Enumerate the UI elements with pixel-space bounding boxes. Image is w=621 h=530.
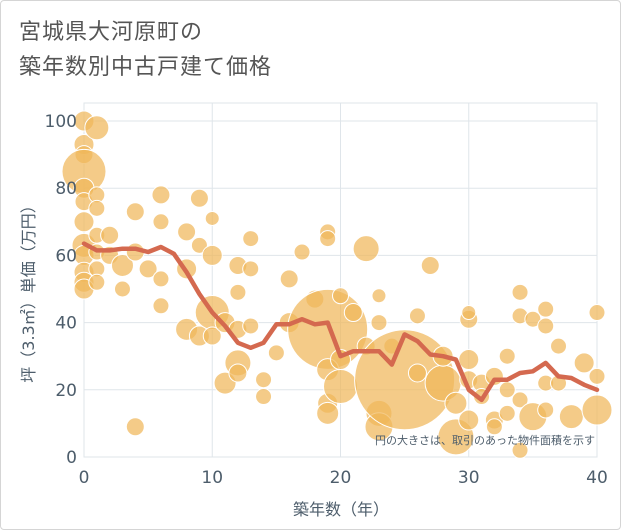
bubble-point bbox=[573, 352, 595, 374]
bubble-point bbox=[558, 404, 584, 430]
bubble-point bbox=[73, 211, 95, 233]
bubble-point bbox=[498, 381, 516, 399]
x-tick-label: 20 bbox=[330, 468, 352, 488]
bubble-point bbox=[511, 283, 529, 301]
bubble-point bbox=[125, 417, 145, 437]
y-tick-label: 100 bbox=[45, 112, 77, 132]
bubble-point bbox=[125, 202, 145, 222]
bubble-point bbox=[581, 394, 613, 426]
bubble-point bbox=[152, 270, 170, 288]
bubble-point bbox=[152, 213, 170, 231]
bubble-point bbox=[588, 304, 606, 322]
bubble-point bbox=[84, 115, 110, 141]
bubble-point bbox=[370, 314, 388, 332]
bubble-point bbox=[190, 236, 208, 254]
bubble-point bbox=[110, 253, 134, 277]
bubble-point bbox=[255, 371, 273, 389]
chart-title: 宮城県大河原町の 築年数別中古戸建て価格 bbox=[19, 15, 272, 85]
y-tick-label: 20 bbox=[55, 381, 77, 401]
bubble-point bbox=[332, 287, 349, 305]
bubble-point bbox=[485, 418, 503, 436]
bubble-point bbox=[293, 243, 311, 261]
bubble-layer bbox=[61, 110, 613, 459]
bubble-point bbox=[242, 230, 260, 248]
bubble-point bbox=[371, 288, 387, 304]
title-line-1: 宮城県大河原町の bbox=[19, 20, 204, 45]
bubble-point bbox=[88, 199, 106, 217]
bubble-point bbox=[588, 367, 606, 385]
x-tick-label: 40 bbox=[586, 468, 608, 488]
x-tick-label: 10 bbox=[201, 468, 223, 488]
bubble-point bbox=[113, 280, 131, 298]
bubble-point bbox=[461, 305, 477, 321]
bubble-size-note: 円の大きさは、取引のあった物件面積を示す bbox=[375, 433, 595, 447]
y-tick-label: 80 bbox=[55, 179, 77, 199]
bubble-point bbox=[407, 363, 427, 383]
bubble-point bbox=[242, 317, 260, 335]
bubble-point bbox=[88, 273, 106, 291]
bubble-point bbox=[202, 326, 222, 346]
bubble-point bbox=[420, 255, 440, 275]
bubble-point bbox=[444, 391, 468, 415]
bubble-point bbox=[498, 347, 516, 365]
bubble-point bbox=[498, 404, 516, 422]
y-tick-label: 0 bbox=[66, 448, 77, 468]
axis-ticks: 0 10 20 30 40 0 20 40 60 80 100 bbox=[45, 112, 608, 488]
bubble-point bbox=[138, 259, 158, 279]
bubble-point bbox=[319, 230, 337, 248]
average-line-layer bbox=[81, 241, 600, 403]
bubble-point bbox=[323, 368, 358, 404]
bubble-point bbox=[204, 210, 220, 226]
bubble-point bbox=[242, 260, 260, 278]
bubble-point bbox=[152, 297, 170, 315]
bubble-point bbox=[537, 401, 555, 419]
y-axis-title: 坪（3.3㎡）単価（万円） bbox=[19, 197, 38, 382]
x-tick-label: 0 bbox=[79, 468, 90, 488]
bubble-point bbox=[189, 188, 209, 208]
y-tick-label: 40 bbox=[55, 314, 77, 334]
bubble-point bbox=[279, 269, 299, 289]
bubble-point bbox=[511, 441, 529, 459]
bubble-point bbox=[550, 337, 568, 355]
bubble-point bbox=[100, 225, 120, 245]
bubble-point bbox=[537, 300, 555, 318]
average-price-line bbox=[81, 241, 600, 403]
bubble-point bbox=[352, 235, 380, 263]
x-tick-label: 30 bbox=[458, 468, 480, 488]
bubble-point bbox=[201, 244, 223, 266]
y-tick-label: 60 bbox=[55, 246, 77, 266]
bubble-point bbox=[458, 409, 480, 431]
bubble-point bbox=[229, 283, 247, 301]
bubble-point bbox=[316, 401, 340, 425]
bubble-point bbox=[151, 185, 171, 205]
bubble-point bbox=[267, 344, 285, 362]
bubble-point bbox=[228, 363, 248, 383]
bubble-point bbox=[177, 222, 197, 242]
bubble-point bbox=[255, 388, 273, 406]
bubble-point bbox=[343, 303, 363, 323]
bubble-point bbox=[287, 288, 369, 370]
bubble-point bbox=[458, 349, 480, 371]
bubble-point bbox=[511, 391, 529, 409]
title-line-2: 築年数別中古戸建て価格 bbox=[19, 55, 273, 80]
bubble-point bbox=[408, 307, 426, 325]
x-axis-title: 築年数（年） bbox=[293, 500, 389, 519]
bubble-point bbox=[537, 317, 555, 335]
